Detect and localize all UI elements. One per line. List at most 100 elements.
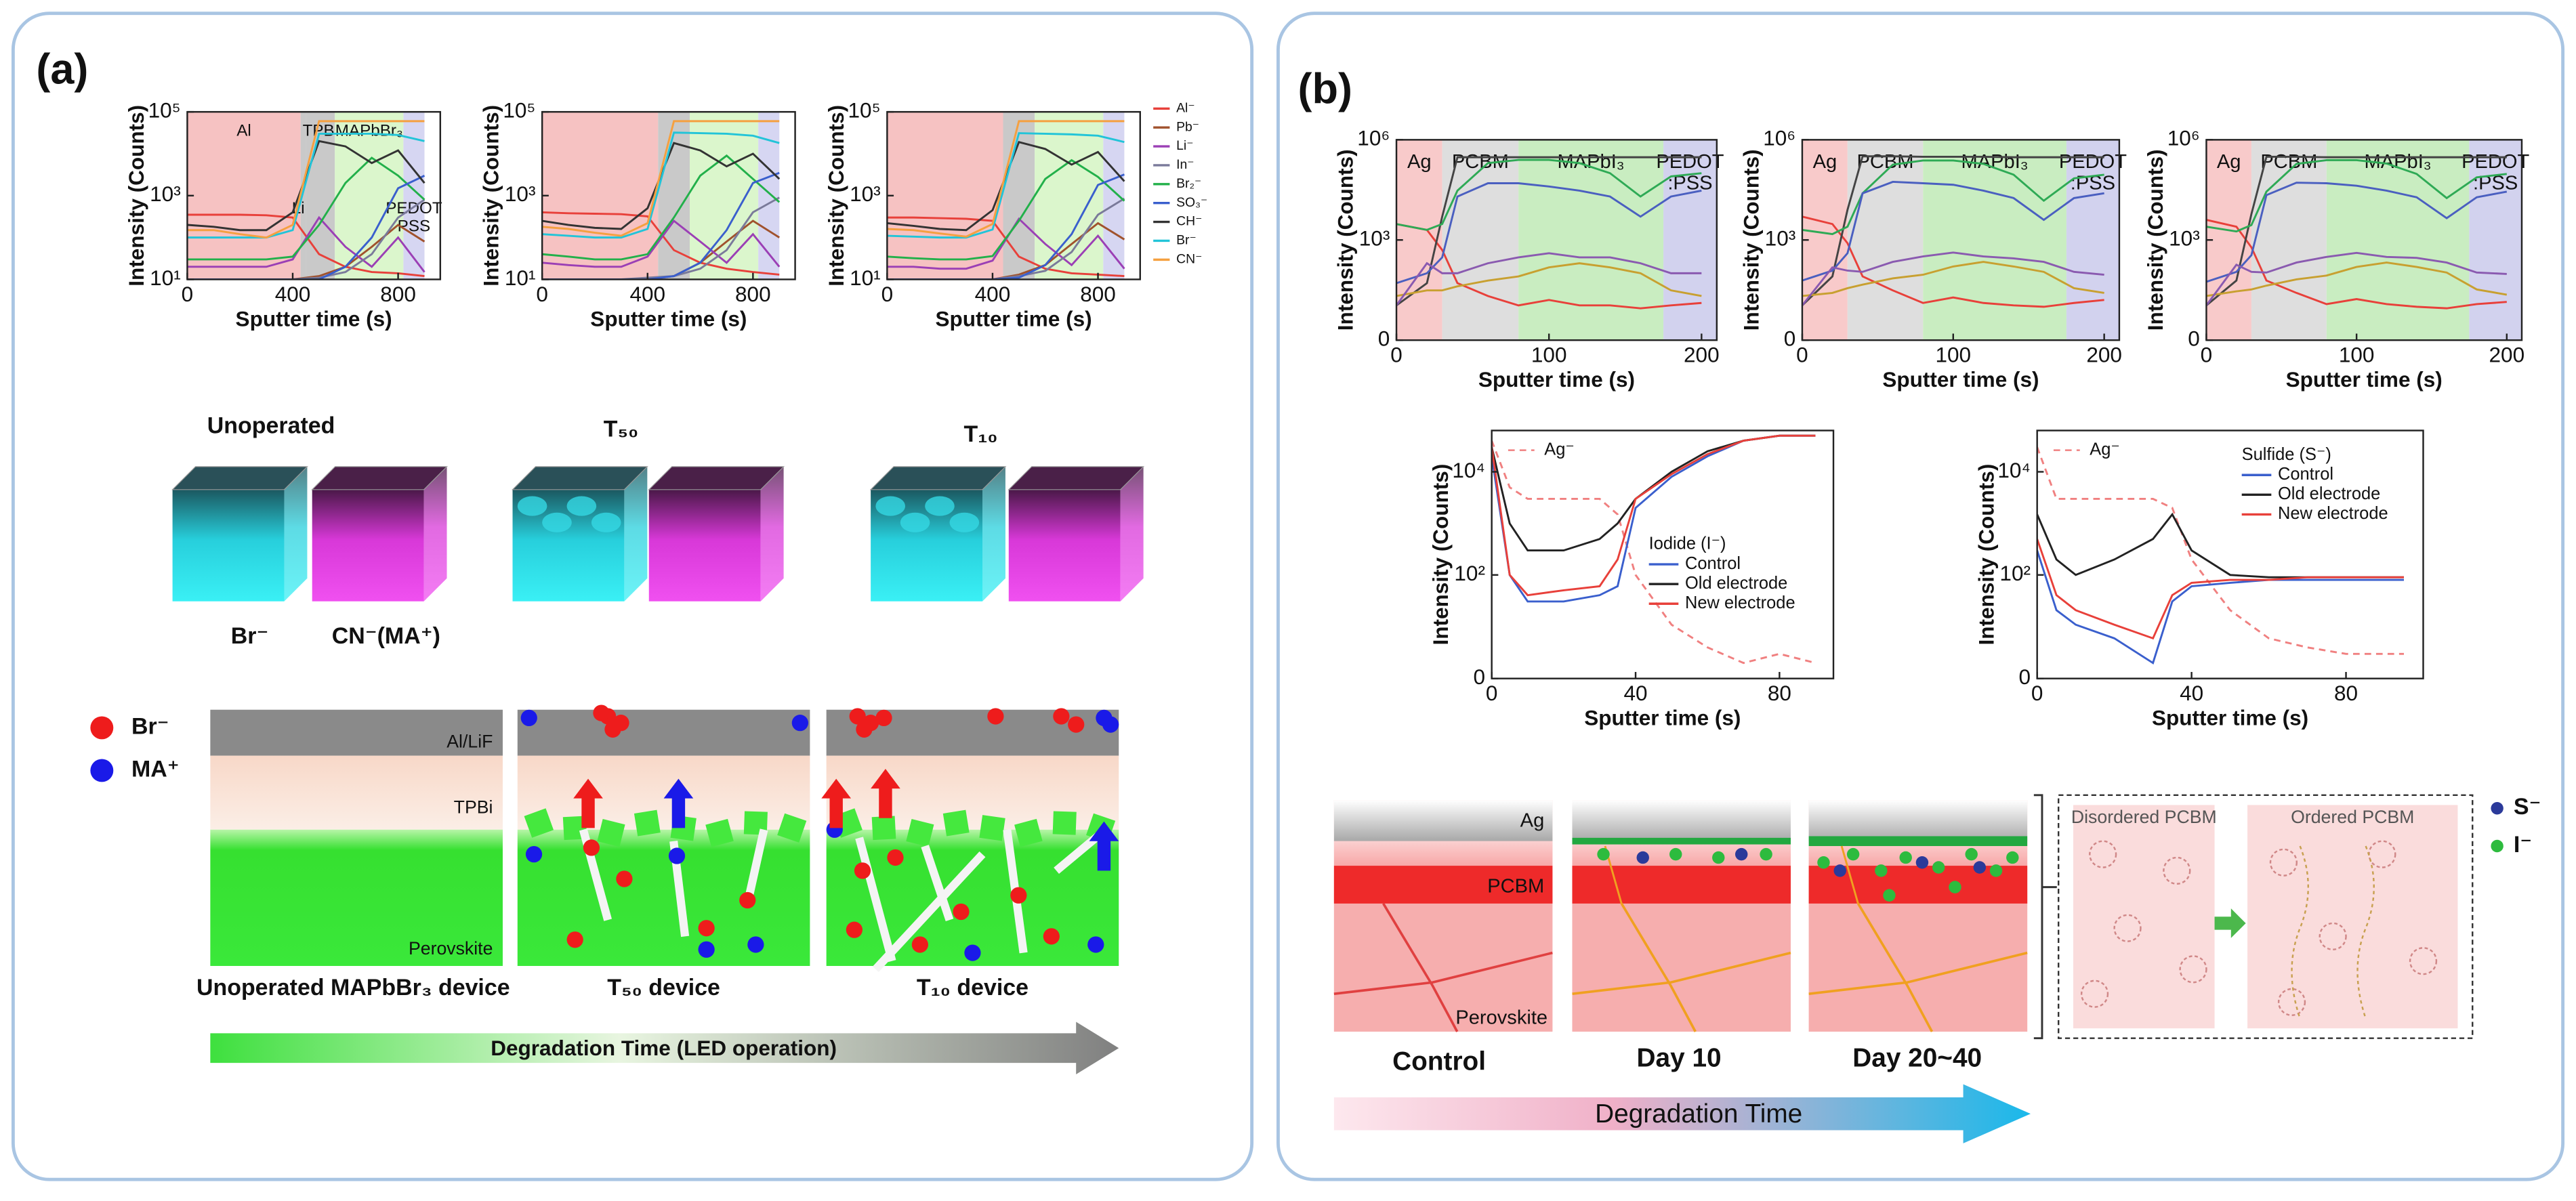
y-tick-label: 10³ (150, 182, 181, 206)
legend-label: New electrode (2278, 504, 2388, 523)
layer (210, 829, 503, 967)
layer (1572, 866, 1791, 904)
legend-label: Br⁻ (131, 713, 169, 739)
ion (887, 849, 904, 866)
y-axis-label: Intensity (Counts) (2143, 149, 2167, 331)
series-line (187, 215, 425, 273)
series-line (1802, 261, 2104, 297)
x-tick-label: 40 (1623, 681, 1647, 705)
region (542, 112, 659, 280)
ion (1010, 887, 1027, 904)
ion (987, 708, 1004, 725)
panel-label: (b) (1298, 66, 1352, 113)
chart: 0 10² 10⁴ 0 40 80 Sputter time (s) Intensity (C… (1428, 429, 1835, 730)
legend-label: New electrode (1685, 593, 1795, 612)
ion (698, 920, 715, 937)
diagrams (90, 466, 2504, 1143)
grain-boundary (1572, 951, 1791, 996)
x-tick-label: 100 (2339, 343, 2375, 367)
ion (856, 721, 873, 738)
ion (583, 839, 600, 856)
x-tick-label: 200 (2489, 343, 2525, 367)
x-tick-label: 80 (2334, 681, 2358, 705)
layer (1333, 800, 1553, 841)
migration-arrow (821, 778, 852, 828)
x-axis-label: Sputter time (s) (1584, 706, 1741, 730)
ion (875, 709, 892, 726)
legend-label: CN⁻ (1176, 251, 1202, 266)
x-tick-label: 400 (275, 282, 311, 306)
arrow-label: Degradation Time (LED operation) (491, 1036, 837, 1060)
x-tick-label: 0 (182, 282, 194, 306)
cube-label: CN⁻(MA⁺) (332, 623, 440, 649)
migration-arrow (573, 778, 603, 828)
inset-label: Disordered PCBM (2071, 807, 2217, 827)
x-axis-label: Sputter time (s) (590, 306, 747, 331)
series-line (187, 120, 425, 239)
grain (524, 808, 554, 838)
y-tick-label: 10⁶ (2167, 126, 2200, 150)
y-tick-label: 10⁵ (148, 98, 181, 122)
x-tick-label: 0 (881, 282, 894, 306)
series-line (1802, 155, 2104, 306)
grain (871, 816, 896, 841)
y-tick-label: 10⁶ (1357, 126, 1390, 150)
y-tick-label: 10⁴ (1452, 458, 1485, 482)
x-tick-label: 80 (1768, 681, 1791, 705)
ion (593, 704, 610, 721)
y-axis-label: Intensity (Counts) (824, 105, 848, 287)
legend-label: I⁻ (2514, 832, 2532, 858)
molecule (2319, 922, 2347, 950)
region (187, 112, 301, 280)
ion (604, 721, 621, 738)
legend-label: Old electrode (2278, 484, 2380, 503)
ion (616, 870, 633, 887)
x-axis-label: Sputter time (s) (2286, 367, 2443, 392)
cube-front (648, 489, 761, 602)
series-line (887, 132, 1125, 239)
cube-top (869, 466, 1007, 490)
y-axis-label: Intensity (Counts) (1333, 149, 1358, 331)
legend-label: In⁻ (1176, 157, 1194, 172)
y-tick-label: 10³ (1359, 226, 1390, 251)
grain (1052, 811, 1077, 835)
series-line (2206, 261, 2508, 297)
region (2326, 140, 2470, 341)
x-tick-label: 200 (1684, 343, 1720, 367)
legend-label: SO₃⁻ (1176, 195, 1207, 210)
ion (747, 936, 764, 953)
layer-label: PCBM (1487, 875, 1544, 897)
ion (1899, 851, 1912, 864)
y-tick-label: 10³ (2169, 226, 2200, 251)
series-line (2037, 550, 2405, 665)
y-tick-label: 10⁴ (1997, 458, 2031, 482)
ion (2491, 839, 2504, 853)
series-line (542, 211, 780, 276)
cube-side (423, 466, 447, 602)
series-line (542, 131, 780, 239)
legend-label: Old electrode (1685, 574, 1787, 593)
cube-front (312, 489, 424, 602)
ion (566, 931, 583, 948)
molecule (2269, 848, 2298, 877)
x-tick-label: 0 (1390, 343, 1403, 367)
series-line (1802, 215, 2104, 308)
series-line (2206, 219, 2507, 310)
y-axis-label: Intensity (Counts) (479, 105, 503, 287)
x-tick-label: 0 (1796, 343, 1808, 367)
cube-spot (517, 496, 547, 516)
region (2206, 140, 2251, 341)
cube-spot (925, 496, 955, 516)
grain (743, 811, 768, 835)
series-line (1396, 252, 1702, 306)
series-line (2037, 539, 2405, 640)
layer (1808, 800, 2028, 841)
inset-panel (2073, 805, 2215, 1029)
grain-boundary (1333, 951, 1553, 996)
region-label: PEDOT (386, 199, 442, 217)
region (300, 112, 306, 280)
